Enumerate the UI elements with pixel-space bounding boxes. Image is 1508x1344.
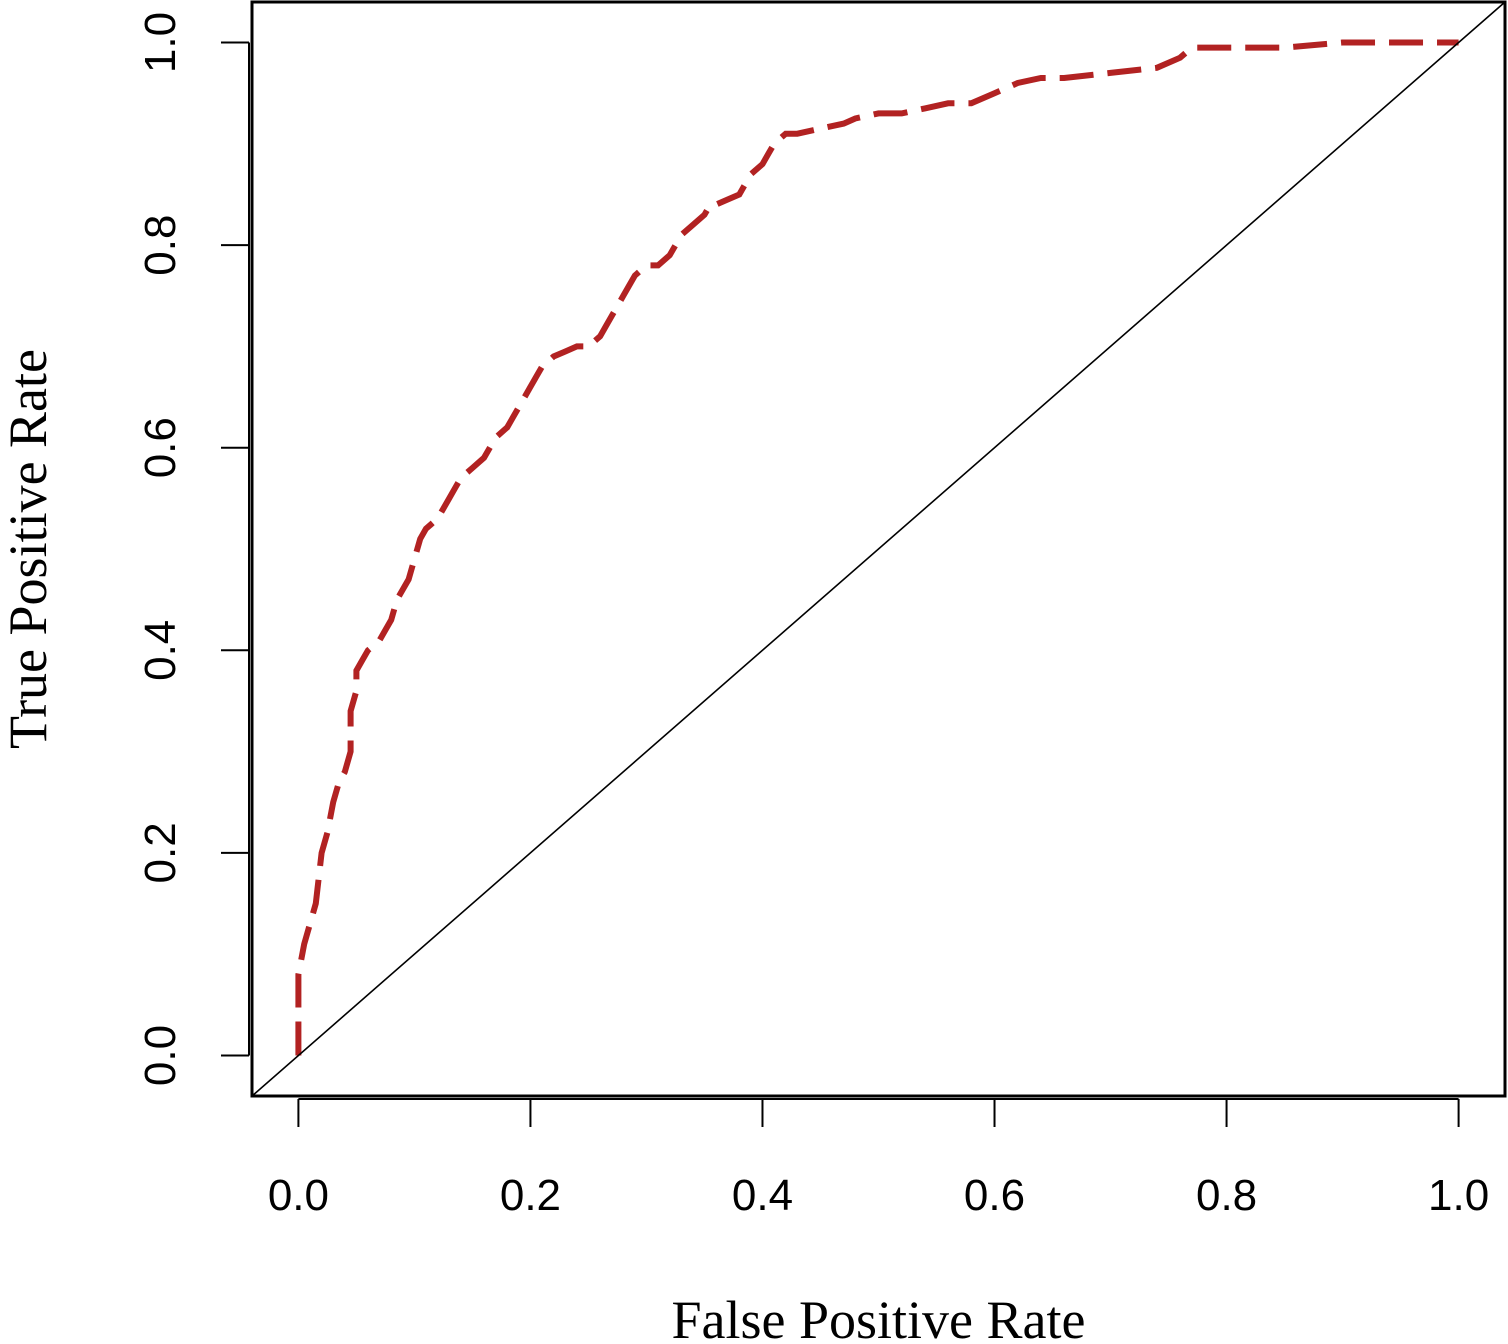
y-tick-label: 1.0 xyxy=(136,12,185,73)
y-tick-label: 0.4 xyxy=(136,620,185,681)
roc-curve-line xyxy=(295,39,1459,1056)
diagonal-reference-line xyxy=(251,1,1506,1097)
x-tick-label: 0.4 xyxy=(732,1171,793,1220)
y-tick-label: 0.8 xyxy=(136,215,185,276)
x-tick-label: 0.8 xyxy=(1196,1171,1257,1220)
x-tick-label: 0.2 xyxy=(500,1171,561,1220)
series-layer xyxy=(251,1,1506,1097)
x-axis-title: False Positive Rate xyxy=(672,1290,1086,1344)
y-axis: 0.0 0.2 0.4 0.6 0.8 1.0 xyxy=(136,12,250,1086)
plot-frame xyxy=(250,0,1507,1098)
y-tick-label: 0.0 xyxy=(136,1025,185,1086)
y-tick-label: 0.2 xyxy=(136,822,185,883)
x-axis: 0.0 0.2 0.4 0.6 0.8 1.0 xyxy=(268,1098,1489,1220)
y-axis-title: True Positive Rate xyxy=(0,349,58,749)
x-tick-label: 0.6 xyxy=(964,1171,1025,1220)
x-tick-label: 0.0 xyxy=(268,1171,329,1220)
y-tick-label: 0.6 xyxy=(136,417,185,478)
x-tick-label: 1.0 xyxy=(1428,1171,1489,1220)
